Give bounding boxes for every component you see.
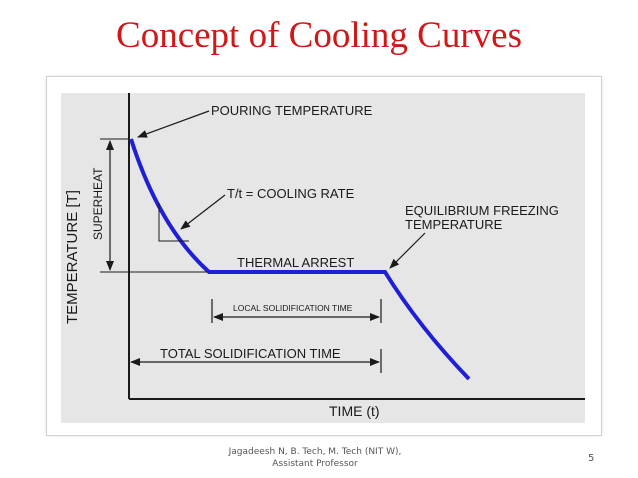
superheat-label: SUPERHEAT: [91, 167, 105, 240]
footer-author-line1: Jagadeesh N, B. Tech, M. Tech (NIT W),: [228, 447, 402, 457]
cooling-rate-triangle: [158, 203, 189, 242]
figure-frame: POURING TEMPERATURE T/t = COOLING RATE E…: [46, 76, 602, 436]
equilibrium-label-line2: TEMPERATURE: [405, 217, 503, 232]
plot-background: [61, 93, 585, 423]
page-number: 5: [588, 453, 595, 464]
cooling-rate-label: T/t = COOLING RATE: [227, 186, 355, 201]
y-axis-label: TEMPERATURE [T]: [64, 190, 81, 324]
cooling-curve-diagram: POURING TEMPERATURE T/t = COOLING RATE E…: [61, 93, 585, 423]
cooling-rate-leader-arrow: [180, 194, 226, 230]
cooling-curve: [129, 138, 471, 381]
equilibrium-leader-arrow: [389, 232, 426, 269]
thermal-arrest-label: THERMAL ARREST: [237, 255, 354, 270]
equilibrium-label-line1: EQUILIBRIUM FREEZING: [405, 203, 559, 218]
local-solidification-label: LOCAL SOLIDIFICATION TIME: [233, 303, 353, 313]
pouring-leader-arrow: [137, 110, 210, 138]
x-axis-label: TIME (t): [329, 403, 380, 419]
total-solidification-label: TOTAL SOLIDIFICATION TIME: [160, 346, 341, 361]
slide-title: Concept of Cooling Curves: [116, 15, 522, 56]
footer-author: Jagadeesh N, B. Tech, M. Tech (NIT W), A…: [200, 446, 430, 470]
pouring-temperature-label: POURING TEMPERATURE: [211, 103, 373, 118]
footer-author-line2: Assistant Professor: [272, 459, 358, 469]
